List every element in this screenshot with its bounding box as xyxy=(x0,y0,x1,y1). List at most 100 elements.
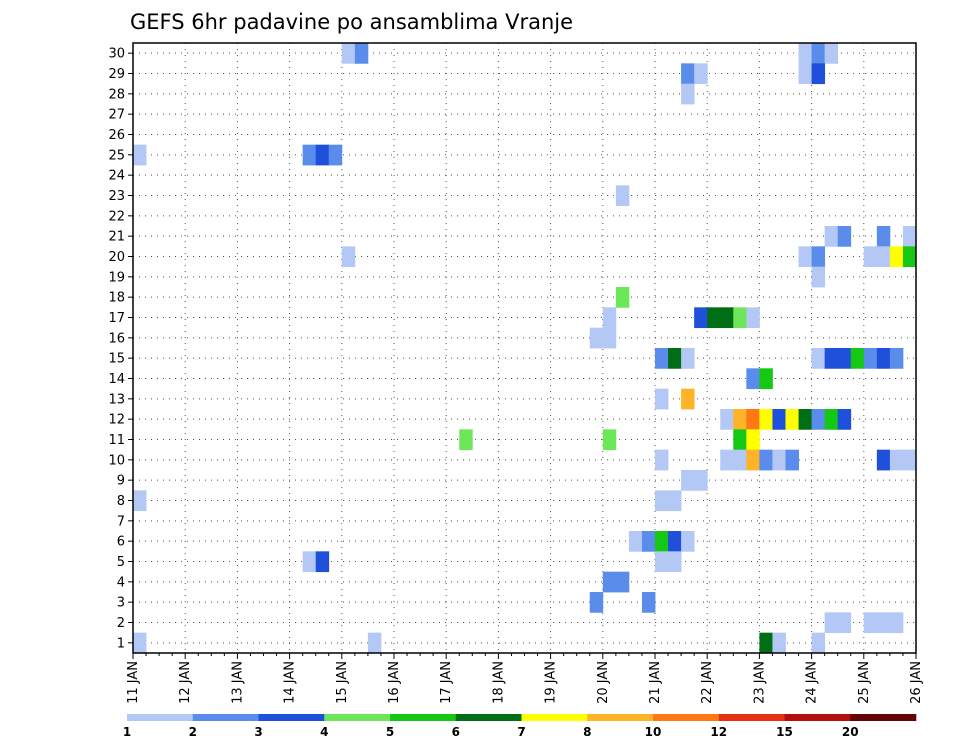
heatmap-cell xyxy=(876,246,891,268)
heatmap-cell xyxy=(798,63,812,85)
y-tick-label: 14 xyxy=(108,372,125,387)
heatmap-cell xyxy=(863,612,878,634)
heatmap-cell xyxy=(668,348,682,369)
heatmap-cell xyxy=(615,185,630,207)
x-tick-label: 18 JAN xyxy=(491,661,506,704)
heatmap-cell xyxy=(798,43,812,64)
y-tick-label: 12 xyxy=(108,413,125,428)
heatmap-cell xyxy=(889,246,904,268)
colorbar-label: 7 xyxy=(517,725,525,739)
heatmap-cell xyxy=(746,449,760,471)
y-tick-label: 25 xyxy=(108,148,125,163)
y-tick-label: 8 xyxy=(117,494,125,509)
y-tick-label: 30 xyxy=(108,47,125,62)
chart-title: GEFS 6hr padavine po ansamblima Vranje xyxy=(130,10,573,34)
heatmap-cell xyxy=(733,449,747,471)
x-tick-label: 20 JAN xyxy=(596,661,611,704)
colorbar-segment xyxy=(587,714,654,721)
heatmap-cell xyxy=(824,348,839,369)
colorbar-label: 20 xyxy=(842,725,859,739)
heatmap-cell xyxy=(602,327,617,349)
heatmap-cell xyxy=(341,43,356,64)
heatmap-cell xyxy=(824,612,839,634)
heatmap-cell xyxy=(824,409,839,430)
heatmap-cell xyxy=(720,307,734,329)
heatmap-cell xyxy=(641,531,656,552)
heatmap-cell xyxy=(655,388,669,410)
colorbar-label: 10 xyxy=(645,725,662,739)
y-tick-label: 23 xyxy=(108,189,125,204)
heatmap-cell xyxy=(668,551,682,573)
heatmap-cell xyxy=(733,429,747,451)
plot-frame xyxy=(132,42,917,654)
x-tick-label: 12 JAN xyxy=(178,661,193,704)
heatmap-cell xyxy=(328,144,343,166)
heatmap-cell xyxy=(681,388,695,410)
colorbar-segment xyxy=(653,714,720,721)
heatmap-cell xyxy=(655,490,669,512)
colorbar-label: 15 xyxy=(776,725,793,739)
heatmap-cell xyxy=(824,43,839,64)
x-tick-label: 25 JAN xyxy=(857,661,872,704)
y-tick-label: 20 xyxy=(108,250,125,265)
heatmap-cell xyxy=(746,368,760,390)
y-tick-label: 18 xyxy=(108,291,125,306)
heatmap-cell xyxy=(889,449,904,471)
heatmap-cell xyxy=(707,307,721,329)
heatmap-cell xyxy=(341,246,356,268)
heatmap-cell xyxy=(589,592,604,613)
x-axis-ticks: 11 JAN 12 JAN 13 JAN 14 JAN 15 JAN 16 JAN 17 J… xyxy=(126,653,924,704)
heatmap-cell xyxy=(759,409,773,430)
heatmap-cell xyxy=(133,632,147,654)
colorbar-segment xyxy=(324,714,391,721)
heatmap-cells xyxy=(133,43,917,654)
heatmap-cell xyxy=(668,531,682,552)
colorbar-segment xyxy=(390,714,457,721)
heatmap-cell xyxy=(681,348,695,369)
x-tick-label: 15 JAN xyxy=(335,661,350,704)
heatmap-cell xyxy=(641,592,656,613)
heatmap-cell xyxy=(615,287,630,308)
y-tick-label: 5 xyxy=(117,555,125,570)
colorbar-segment xyxy=(718,714,785,721)
heatmap-cell xyxy=(655,449,669,471)
grid xyxy=(133,43,916,653)
y-tick-label: 9 xyxy=(117,474,125,489)
heatmap-cell xyxy=(602,429,617,451)
colorbar-label: 4 xyxy=(320,725,328,739)
y-tick-label: 7 xyxy=(117,514,125,529)
heatmap-cell xyxy=(837,226,852,247)
colorbar-label: 1 xyxy=(123,725,131,739)
heatmap-cell xyxy=(811,266,826,288)
colorbar-label: 12 xyxy=(710,725,727,739)
heatmap-cell xyxy=(655,551,669,573)
colorbar-segment xyxy=(521,714,588,721)
heatmap-cell xyxy=(759,632,773,654)
heatmap-cell xyxy=(785,409,799,430)
heatmap-cell xyxy=(837,612,852,634)
y-tick-label: 3 xyxy=(117,596,125,611)
heatmap-cell xyxy=(694,63,708,85)
heatmap-cell xyxy=(733,409,747,430)
heatmap-cell xyxy=(746,429,760,451)
heatmap-cell xyxy=(602,571,617,593)
heatmap-cell xyxy=(655,531,669,552)
heatmap-cell xyxy=(746,307,760,329)
heatmap-cell xyxy=(824,226,839,247)
heatmap-cell xyxy=(772,632,786,654)
heatmap-cell xyxy=(798,246,812,268)
y-axis-ticks: 1234567891011121314151617181920212223242… xyxy=(108,47,133,651)
heatmap-cell xyxy=(772,409,786,430)
heatmap-cell xyxy=(876,449,891,471)
heatmap-cell xyxy=(354,43,369,64)
heatmap-cell xyxy=(837,348,852,369)
heatmap-cell xyxy=(811,632,826,654)
heatmap-cell xyxy=(902,246,917,268)
y-tick-label: 17 xyxy=(108,311,125,326)
x-tick-label: 19 JAN xyxy=(544,661,559,704)
heatmap-cell xyxy=(733,307,747,329)
heatmap-cell xyxy=(850,348,865,369)
y-tick-label: 19 xyxy=(108,270,125,285)
x-tick-label: 24 JAN xyxy=(805,661,820,704)
heatmap-cell xyxy=(837,409,852,430)
